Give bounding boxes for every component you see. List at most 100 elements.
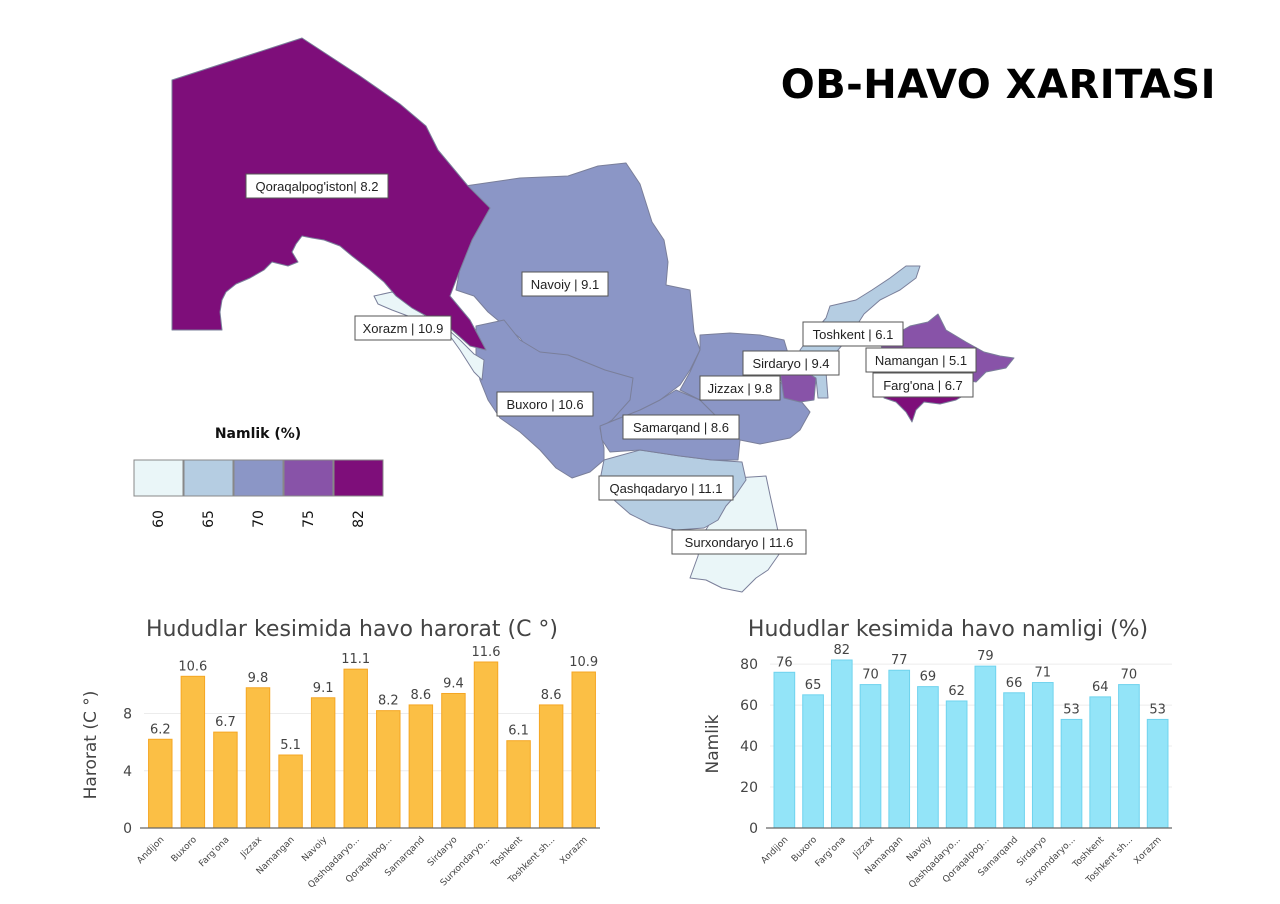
data-label: 11.1 [341, 652, 370, 667]
page-title: OB-HAVO XARITASI [780, 62, 1216, 108]
bar[interactable] [888, 669, 911, 829]
data-label: 65 [805, 678, 822, 693]
uzbekistan-map: Qoraqalpog'iston| 8.2 Xorazm | 10.9 Navoiy… [133, 37, 1015, 593]
y-tick-label: 20 [740, 780, 758, 796]
y-tick-label: 40 [740, 739, 758, 755]
bar[interactable] [945, 700, 968, 829]
x-tick-label: Navoiy [300, 835, 329, 864]
temperature-chart: Hududlar kesimida havo harorat (C °) Haro… [81, 617, 600, 890]
map-label-text: Farg'ona | 6.7 [883, 378, 963, 393]
map-labels: Qoraqalpog'iston| 8.2 Xorazm | 10.9 Navoiy… [245, 173, 977, 555]
data-label: 64 [1092, 680, 1109, 695]
y-tick-label: 80 [740, 657, 758, 673]
data-label: 66 [1006, 676, 1023, 691]
bar[interactable] [1003, 692, 1025, 829]
legend-swatch [333, 459, 384, 497]
data-label: 8.6 [541, 688, 562, 703]
x-tick-label: Jizzax [238, 835, 264, 861]
map-label-text: Toshkent | 6.1 [813, 327, 894, 342]
legend-swatch [133, 459, 184, 497]
legend-swatch [183, 459, 234, 497]
bar[interactable] [441, 692, 466, 829]
map-label: Samarqand | 8.6 [622, 414, 740, 440]
x-tick-label: Andijon [135, 835, 166, 866]
bar[interactable] [310, 697, 336, 829]
data-label: 53 [1149, 702, 1166, 717]
bar[interactable] [571, 671, 596, 829]
map-label: Jizzax | 9.8 [699, 375, 781, 401]
x-tick-label: Xorazm [558, 835, 589, 866]
x-tick-label: Andijon [760, 835, 791, 866]
bar[interactable] [278, 754, 303, 829]
data-label: 10.6 [178, 659, 207, 674]
y-axis-label: Harorat (C °) [81, 691, 101, 800]
bar[interactable] [1146, 718, 1169, 829]
map-label-text: Xorazm | 10.9 [363, 321, 444, 336]
map-regions [171, 37, 1015, 593]
bar[interactable] [213, 731, 238, 829]
map-label: Buxoro | 10.6 [496, 391, 594, 417]
bar[interactable] [917, 686, 939, 829]
data-label: 71 [1035, 666, 1052, 681]
data-label: 69 [920, 670, 937, 685]
bar[interactable] [343, 668, 368, 829]
legend-value: 82 [351, 510, 367, 528]
humidity-chart: Hududlar kesimida havo namligi (%) Namlik… [703, 617, 1172, 890]
x-tick-label: Buxoro [170, 835, 200, 865]
data-label: 6.1 [508, 724, 529, 739]
y-tick-label: 0 [749, 821, 758, 837]
map-label-text: Sirdaryo | 9.4 [752, 356, 829, 371]
bar[interactable] [148, 738, 173, 829]
bar[interactable] [538, 704, 564, 829]
data-label: 82 [834, 643, 851, 658]
legend-value: 75 [301, 510, 317, 528]
y-tick-label: 8 [123, 707, 132, 723]
map-label: Surxondaryo | 11.6 [671, 529, 807, 555]
bar[interactable] [1060, 718, 1083, 829]
map-label: Namangan | 5.1 [865, 347, 977, 373]
x-tick-label: Farg'ona [197, 835, 231, 869]
region-sirdaryo[interactable] [779, 371, 817, 403]
bar[interactable] [830, 659, 853, 829]
map-label-text: Navoiy | 9.1 [531, 277, 599, 292]
map-label: Qoraqalpog'iston| 8.2 [245, 173, 389, 199]
y-tick-label: 0 [123, 821, 132, 837]
map-label: Qashqadaryo | 11.1 [598, 475, 734, 501]
bar[interactable] [408, 704, 434, 829]
map-label: Sirdaryo | 9.4 [742, 350, 840, 376]
data-label: 77 [891, 653, 908, 668]
x-tick-label: Xorazm [1132, 835, 1163, 866]
bar[interactable] [1089, 696, 1112, 829]
data-label: 11.6 [472, 645, 501, 660]
bar[interactable] [802, 694, 824, 829]
bar[interactable] [1118, 684, 1140, 829]
x-tick-label: Sirdaryo [426, 835, 460, 869]
x-tick-label: Surxondaryo... [1024, 835, 1077, 888]
bar[interactable] [376, 710, 401, 829]
map-label-text: Namangan | 5.1 [875, 353, 967, 368]
legend-value: 70 [251, 510, 267, 528]
bar[interactable] [245, 687, 271, 829]
map-label: Xorazm | 10.9 [354, 315, 452, 341]
bar[interactable] [506, 740, 531, 829]
map-label: Navoiy | 9.1 [521, 271, 609, 297]
bar[interactable] [974, 665, 997, 829]
x-tick-label: Qashqadaryo... [907, 835, 962, 890]
bar[interactable] [1031, 682, 1054, 829]
bar[interactable] [473, 661, 499, 829]
data-label: 8.2 [378, 694, 399, 709]
map-label-text: Qashqadaryo | 11.1 [610, 481, 723, 496]
y-axis-label: Namlik [703, 714, 723, 773]
data-label: 70 [1121, 668, 1138, 683]
data-label: 5.1 [280, 738, 301, 753]
legend-title: Namlik (%) [215, 426, 301, 442]
map-legend: 60 65 70 75 82 [133, 459, 384, 528]
bar[interactable] [773, 671, 796, 829]
bar[interactable] [859, 684, 882, 829]
bar[interactable] [180, 675, 206, 829]
data-label: 79 [977, 649, 994, 664]
map-label-text: Surxondaryo | 11.6 [685, 535, 794, 550]
data-label: 9.1 [313, 681, 334, 696]
map-label-text: Qoraqalpog'iston| 8.2 [256, 179, 379, 194]
data-label: 6.7 [215, 715, 236, 730]
